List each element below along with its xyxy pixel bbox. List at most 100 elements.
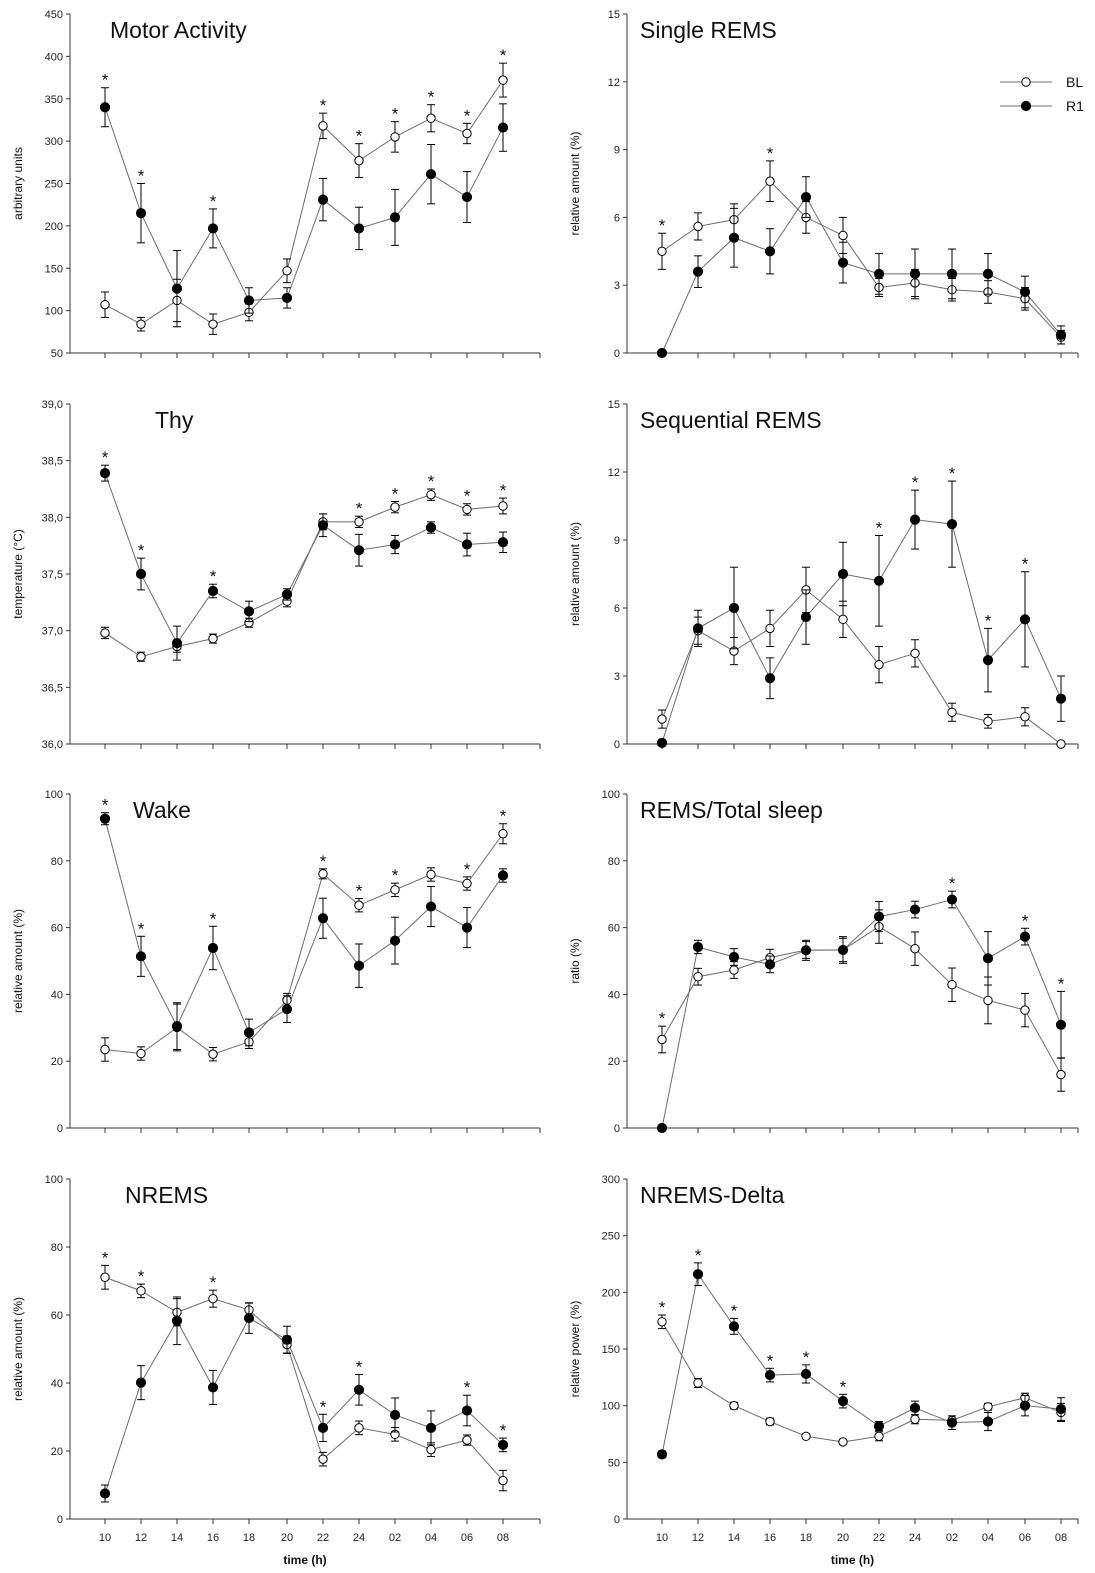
panel-title: Motor Activity — [110, 17, 247, 43]
data-point-r1 — [425, 1422, 437, 1433]
y-axis-label: relative amount (%) — [11, 1297, 25, 1401]
data-point-r1 — [946, 1417, 958, 1428]
x-tick-label: 08 — [1055, 1532, 1067, 1544]
x-tick-label: 02 — [389, 1532, 401, 1544]
x-tick-label: 20 — [837, 1532, 849, 1544]
chart-panel-3: 36,0 36,5 37,0 37,5 38,0 38,5 39,0 temperature … — [11, 399, 541, 751]
y-tick-label: 60 — [51, 923, 63, 935]
significance-asterisk: * — [320, 852, 327, 871]
data-point-r1 — [873, 575, 885, 586]
y-axis-label: relative amount (%) — [568, 131, 582, 235]
data-point-bl — [765, 176, 775, 186]
data-point-r1 — [425, 169, 437, 180]
data-point-bl — [729, 965, 739, 975]
x-tick-label: 20 — [281, 1532, 293, 1544]
x-axis-label: time (h) — [283, 1553, 326, 1567]
data-point-bl — [838, 614, 848, 625]
significance-asterisk: * — [1022, 555, 1029, 574]
significance-asterisk: * — [356, 1358, 363, 1377]
data-point-bl — [838, 1437, 848, 1447]
chart-panel-7: 0 20 40 60 80 100 10 12 14 16 18 20 22 24 02 04 06 08 time… — [11, 1174, 541, 1567]
data-point-r1 — [982, 1416, 994, 1427]
y-tick-label: 0 — [614, 1123, 620, 1135]
data-point-r1 — [728, 602, 740, 614]
data-point-r1 — [837, 944, 849, 956]
x-axis-label: time (h) — [831, 1553, 874, 1567]
significance-asterisk: * — [500, 1421, 507, 1440]
y-tick-label: 300 — [45, 136, 63, 148]
y-tick-label: 39,0 — [42, 399, 63, 411]
chart-panel-1: 50 100 150 200 250 300 350 400 450 arbitrary unit… — [11, 9, 541, 360]
data-point-r1 — [353, 545, 365, 556]
y-tick-label: 40 — [608, 989, 620, 1001]
panel-title: Wake — [133, 797, 191, 823]
x-tick-label: 04 — [982, 1532, 994, 1544]
data-point-r1 — [728, 1321, 740, 1332]
data-point-r1 — [497, 122, 509, 133]
data-point-bl — [657, 1317, 667, 1327]
y-tick-label: 40 — [51, 1378, 63, 1390]
data-point-bl — [426, 1444, 436, 1455]
data-point-r1 — [135, 951, 147, 962]
y-tick-label: 0 — [57, 1123, 63, 1135]
data-point-bl — [498, 1475, 508, 1486]
series-line-bl — [661, 1321, 1062, 1443]
data-point-r1 — [389, 935, 401, 946]
data-point-r1 — [389, 212, 401, 223]
y-tick-label: 15 — [608, 399, 620, 411]
significance-asterisk: * — [803, 1348, 810, 1367]
data-point-bl — [318, 869, 328, 879]
significance-asterisk: * — [464, 860, 471, 879]
significance-asterisk: * — [912, 473, 919, 492]
data-point-r1 — [800, 945, 812, 956]
data-point-r1 — [135, 568, 147, 580]
significance-asterisk: * — [320, 1397, 327, 1416]
data-point-r1 — [461, 922, 473, 933]
data-point-r1 — [207, 585, 219, 597]
legend: BL R1 — [1000, 74, 1084, 114]
data-point-bl — [1020, 712, 1030, 722]
data-point-bl — [801, 1431, 811, 1441]
y-tick-label: 250 — [45, 179, 63, 191]
significance-asterisk: * — [731, 1301, 738, 1320]
x-tick-label: 06 — [1019, 1532, 1031, 1544]
series-line-r1 — [661, 1272, 1062, 1455]
y-tick-label: 300 — [602, 1174, 620, 1186]
y-tick-label: 100 — [45, 789, 63, 801]
significance-asterisk: * — [464, 487, 471, 506]
data-point-r1 — [692, 941, 704, 953]
data-point-r1 — [764, 1369, 776, 1381]
data-point-r1 — [873, 268, 885, 279]
data-point-r1 — [281, 589, 293, 600]
series-line-r1 — [104, 818, 504, 1034]
data-point-bl — [354, 1423, 364, 1433]
y-tick-label: 80 — [51, 1242, 63, 1254]
significance-asterisk: * — [500, 481, 507, 500]
data-point-r1 — [873, 911, 885, 922]
data-point-r1 — [243, 1027, 255, 1038]
data-point-bl — [354, 155, 364, 166]
data-point-r1 — [171, 283, 183, 294]
data-point-r1 — [764, 959, 776, 970]
data-point-bl — [983, 716, 993, 727]
data-point-r1 — [281, 292, 293, 304]
data-point-bl — [390, 502, 400, 512]
significance-asterisk: * — [464, 106, 471, 125]
data-point-bl — [390, 132, 400, 142]
data-point-bl — [354, 900, 364, 910]
data-point-bl — [874, 659, 884, 670]
series-line-r1 — [661, 898, 1062, 1129]
y-tick-label: 0 — [614, 1514, 620, 1526]
data-point-bl — [390, 885, 400, 895]
significance-asterisk: * — [102, 448, 109, 467]
data-point-r1 — [800, 1368, 812, 1380]
data-point-r1 — [656, 737, 668, 748]
data-point-r1 — [353, 223, 365, 234]
series-line-r1 — [104, 107, 504, 301]
data-point-r1 — [497, 1439, 509, 1450]
data-point-r1 — [656, 347, 668, 359]
data-point-r1 — [425, 901, 437, 912]
data-point-r1 — [946, 268, 958, 279]
data-point-r1 — [389, 1409, 401, 1421]
y-tick-label: 0 — [57, 1514, 63, 1526]
